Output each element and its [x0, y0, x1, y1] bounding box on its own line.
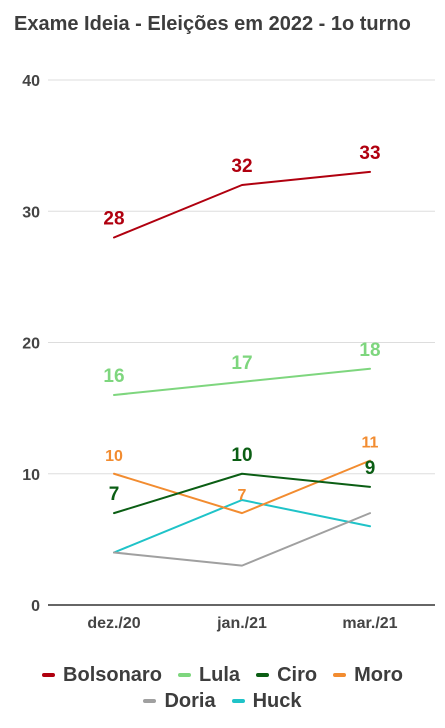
y-tick-label: 0: [31, 598, 40, 615]
series-line-huck: [113, 499, 371, 554]
data-label: 10: [231, 445, 252, 466]
data-label: 10: [105, 448, 123, 465]
legend-label: Doria: [164, 690, 216, 712]
y-tick-label: 30: [22, 204, 40, 221]
data-label: 33: [359, 143, 380, 164]
series-line-doria: [113, 512, 371, 567]
legend-label: Moro: [354, 664, 403, 686]
legend-label: Lula: [198, 664, 241, 686]
data-label: 7: [238, 487, 247, 504]
chart-legend: Bolsonaro Lula Ciro Moro Doria Huck: [0, 664, 445, 712]
series-line-lula: [113, 367, 371, 396]
y-tick-label: 40: [22, 73, 40, 90]
data-label: 17: [231, 353, 252, 374]
x-tick-label: dez./20: [87, 615, 140, 632]
legend-item-moro: Moro: [333, 664, 403, 686]
legend-label: Bolsonaro: [63, 664, 162, 686]
line-chart: 0 10 20 30 40 dez./20 jan./21 mar./21 28 32 33 16 17…: [22, 73, 435, 632]
legend-swatch: [177, 673, 191, 677]
legend-label: Ciro: [277, 664, 318, 686]
y-tick-label: 10: [22, 467, 40, 484]
chart-title: Exame Ideia - Eleições em 2022 - 1o turn…: [14, 13, 411, 35]
x-tick-label: mar./21: [342, 615, 397, 632]
data-label: 7: [109, 484, 120, 505]
legend-swatch: [143, 699, 157, 703]
series-line-bolsonaro: [113, 170, 371, 239]
y-tick-label: 20: [22, 336, 40, 353]
series-line-ciro: [113, 472, 371, 515]
data-label: 18: [359, 340, 380, 361]
data-label: 28: [103, 209, 124, 230]
data-label: 9: [365, 458, 376, 479]
data-label: 16: [103, 366, 124, 387]
legend-swatch: [333, 673, 347, 677]
legend-item-bolsonaro: Bolsonaro: [42, 664, 162, 686]
legend-item-lula: Lula: [177, 664, 241, 686]
series-line-moro: [113, 459, 371, 515]
data-label: 11: [362, 435, 379, 452]
legend-item-ciro: Ciro: [256, 664, 317, 686]
legend-item-doria: Doria: [143, 690, 216, 712]
legend-swatch: [256, 673, 270, 677]
data-label: 32: [231, 156, 252, 177]
x-tick-label: jan./21: [216, 615, 267, 632]
legend-item-huck: Huck: [231, 690, 302, 712]
legend-swatch: [42, 673, 56, 677]
legend-swatch: [231, 699, 245, 703]
legend-label: Huck: [252, 690, 302, 712]
